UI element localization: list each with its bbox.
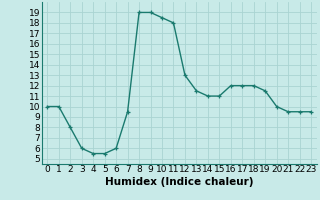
- X-axis label: Humidex (Indice chaleur): Humidex (Indice chaleur): [105, 177, 253, 187]
